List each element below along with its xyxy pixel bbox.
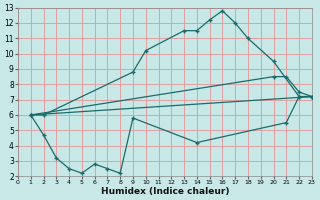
X-axis label: Humidex (Indice chaleur): Humidex (Indice chaleur) [101,187,229,196]
